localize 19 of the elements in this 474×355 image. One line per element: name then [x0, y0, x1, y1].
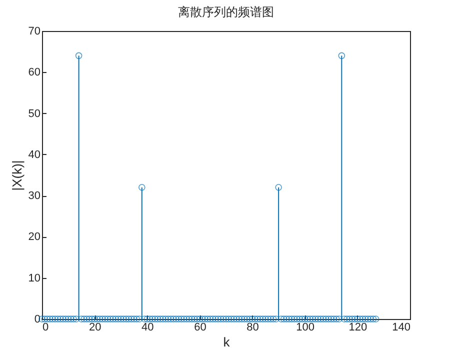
y-tick-label: 20: [28, 231, 40, 244]
y-tick-label: 60: [28, 66, 40, 79]
y-tick-label: 30: [28, 190, 40, 202]
x-tick-label: 20: [88, 322, 102, 334]
y-axis-title: |X(k)|: [9, 160, 24, 191]
chart-title: 离散序列的频谱图: [178, 5, 274, 19]
x-tick-label: 40: [142, 322, 154, 334]
x-tick-label: 0: [42, 322, 49, 334]
x-tick-label: 100: [296, 322, 315, 334]
x-tick-label: 80: [246, 322, 259, 334]
y-tick-label: 0: [34, 314, 40, 326]
x-tick-label: 120: [348, 322, 368, 334]
y-tick-label: 70: [28, 26, 40, 38]
y-tick-label: 10: [28, 272, 40, 284]
x-tick-label: 140: [392, 322, 410, 334]
x-tick-label: 60: [194, 322, 206, 334]
y-tick-label: 50: [28, 108, 40, 120]
x-axis-title: k: [223, 334, 230, 350]
y-tick-label: 40: [28, 148, 40, 161]
